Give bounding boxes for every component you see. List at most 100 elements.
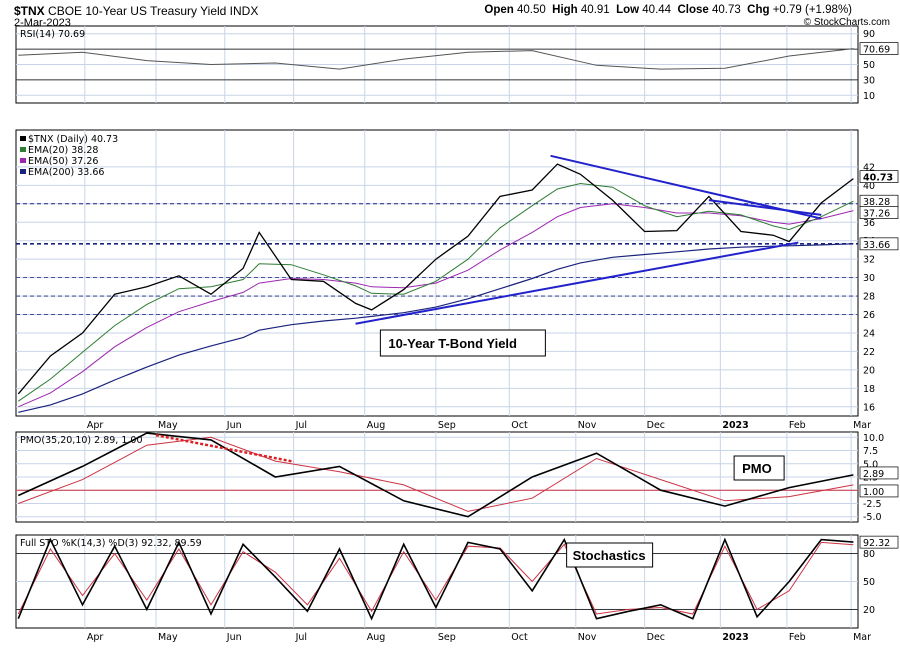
- rsi-last-value: 70.69: [863, 45, 890, 56]
- sto-ytick-label: 50: [863, 577, 875, 588]
- sto-month-label: Dec: [647, 632, 665, 643]
- price-ytick-label: 22: [863, 347, 875, 358]
- price-frame: [15, 129, 859, 417]
- price-series-line: [18, 182, 854, 402]
- price-legend-swatch: [20, 136, 26, 141]
- pmo-signal-last-value: 1.00: [863, 487, 884, 498]
- ema50-last-value: 37.26: [863, 209, 890, 220]
- sto-legend: Full STO %K(14,3) %D(3) 92.32, 89.59: [20, 538, 202, 549]
- high-label: High: [552, 4, 578, 16]
- price-trendline: [708, 199, 822, 216]
- sto-month-label: Oct: [511, 632, 528, 643]
- rsi-ytick-label: 90: [863, 29, 875, 40]
- open-label: Open: [484, 4, 514, 16]
- sto-month-label: 2023: [722, 632, 748, 643]
- sto-ytick-label: 80: [863, 549, 875, 560]
- price-month-label: Jun: [226, 420, 242, 431]
- sto-month-label: Aug: [367, 632, 386, 643]
- sto-annotation-text: Stochastics: [573, 548, 646, 563]
- ohlc-readout: Open 40.50 High 40.91 Low 40.44 Close 40…: [484, 4, 852, 16]
- price-month-label: Dec: [647, 420, 665, 431]
- sto-month-label: Jul: [295, 632, 307, 643]
- low-value: 40.44: [642, 4, 672, 16]
- price-legend-swatch: [20, 158, 26, 163]
- pmo-ytick-label: 10.0: [863, 433, 884, 444]
- rsi-ytick-label: 30: [863, 75, 875, 86]
- price-month-label: May: [158, 420, 178, 431]
- price-month-label: Mar: [853, 420, 871, 431]
- price-ytick-label: 32: [863, 255, 875, 266]
- ema20-last-value: 38.28: [863, 197, 890, 208]
- pmo-last-value-box: [859, 466, 899, 480]
- rsi-ytick-label: 10: [863, 91, 875, 102]
- symbol: $TNX: [14, 4, 45, 18]
- sto-k-last-value: 92.32: [863, 538, 890, 549]
- price-series-line: [18, 203, 854, 408]
- price-last-value: 40.73: [863, 173, 893, 184]
- price-series-line: [18, 243, 854, 413]
- sto-k-line: [17, 537, 854, 621]
- price-legend-item: $TNX (Daily) 40.73: [28, 134, 118, 145]
- ema200-last-value: 33.66: [863, 240, 890, 251]
- pmo-legend: PMO(35,20,10) 2.89, 1.00: [20, 435, 142, 446]
- sto-month-label: Nov: [578, 632, 597, 643]
- price-month-label: Oct: [511, 420, 528, 431]
- chg-value: +0.79 (+1.98%): [772, 4, 852, 16]
- sto-month-label: Sep: [438, 632, 456, 643]
- rsi-line: [18, 48, 854, 70]
- pmo-signal-last-value-box: [859, 484, 899, 498]
- ema200-last-value-box: [859, 237, 899, 251]
- price-ytick-label: 30: [863, 273, 875, 284]
- price-annotation-text: 10-Year T-Bond Yield: [388, 336, 517, 351]
- symbol-title: $TNX CBOE 10-Year US Treasury Yield INDX: [14, 4, 258, 18]
- price-legend-item: EMA(50) 37.26: [28, 156, 98, 167]
- credit: © StockCharts.com: [803, 17, 890, 28]
- price-legend-item: EMA(200) 33.66: [28, 167, 104, 178]
- price-ytick-label: 40: [863, 181, 875, 192]
- price-ytick-label: 36: [863, 218, 875, 229]
- pmo-ytick-label: 7.5: [863, 446, 878, 457]
- price-ytick-label: 20: [863, 365, 875, 376]
- price-trendline: [355, 241, 799, 325]
- price-legend-swatch: [20, 169, 26, 174]
- price-month-label: Nov: [578, 420, 597, 431]
- symbol-name: CBOE 10-Year US Treasury Yield INDX: [48, 4, 259, 18]
- sto-k-last-value-box: [859, 535, 899, 549]
- price-ytick-label: 16: [863, 402, 875, 413]
- price-month-label: Sep: [438, 420, 456, 431]
- pmo-ytick-label: 5.0: [863, 459, 878, 470]
- price-ytick-label: 28: [863, 292, 875, 303]
- sto-ytick-label: 20: [863, 605, 875, 616]
- sto-annotation-box: [566, 542, 654, 568]
- price-month-label: Jul: [295, 420, 307, 431]
- pmo-annotation-box: [733, 455, 785, 481]
- close-value: 40.73: [711, 4, 741, 16]
- price-ytick-label: 42: [863, 162, 875, 173]
- price-ytick-label: 26: [863, 310, 875, 321]
- price-month-label: 2023: [722, 420, 748, 431]
- open-value: 40.50: [516, 4, 546, 16]
- high-value: 40.91: [580, 4, 610, 16]
- price-ytick-label: 24: [863, 328, 875, 339]
- pmo-signal-line: [18, 436, 854, 512]
- price-month-label: Aug: [367, 420, 386, 431]
- price-last-value-box: [859, 170, 899, 183]
- price-legend-item: EMA(20) 38.28: [28, 145, 98, 156]
- price-annotation-box: [379, 329, 546, 357]
- price-series-line: [17, 163, 854, 395]
- pmo-ytick-label: -5.0: [863, 512, 882, 523]
- rsi-legend: RSI(14) 70.69: [20, 29, 85, 40]
- sto-month-label: Apr: [87, 632, 104, 643]
- pmo-last-value: 2.89: [863, 469, 884, 480]
- sto-month-label: Feb: [789, 632, 806, 643]
- low-label: Low: [616, 4, 640, 16]
- rsi-ytick-label: 50: [863, 60, 875, 71]
- price-ytick-label: 18: [863, 384, 875, 395]
- pmo-divergence-line: [155, 433, 294, 463]
- ema50-last-value-box: [859, 206, 899, 219]
- sto-month-label: Jun: [226, 632, 242, 643]
- sto-month-label: May: [158, 632, 178, 643]
- chg-label: Chg: [747, 4, 770, 16]
- price-legend-swatch: [20, 147, 26, 152]
